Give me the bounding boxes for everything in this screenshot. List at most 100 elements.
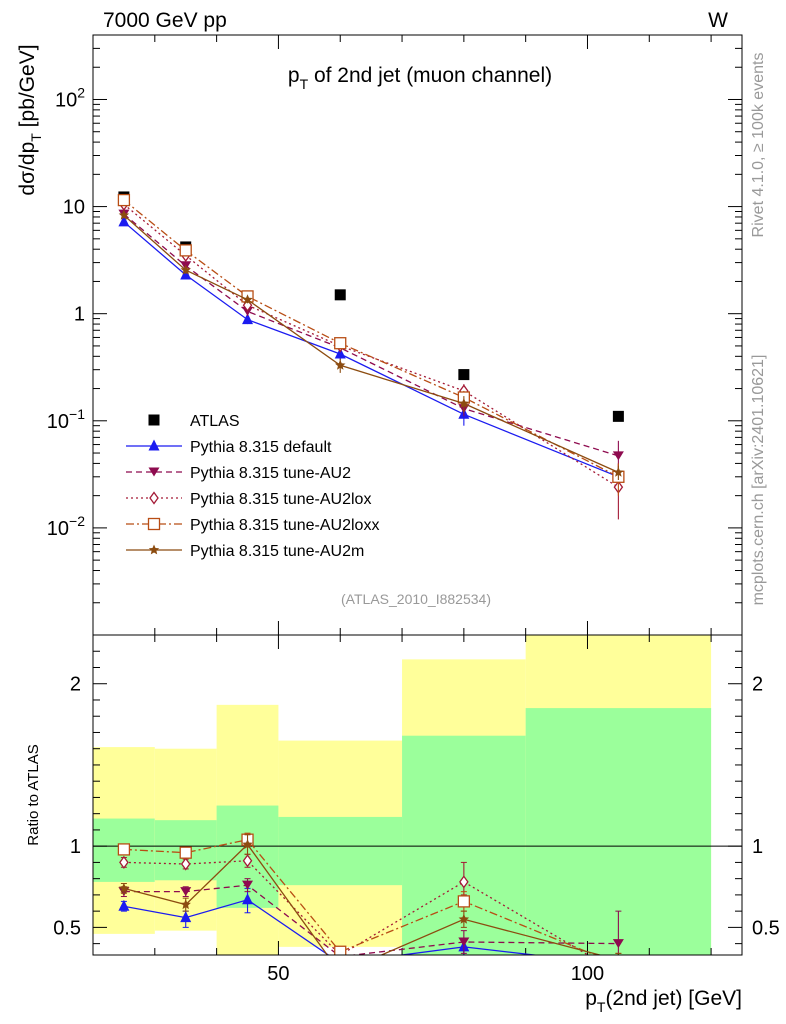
legend-item-default: Pythia 8.315 default [126, 439, 332, 456]
ratio-ytick-label-right: 2 [752, 674, 763, 696]
series-default [118, 215, 624, 484]
legend-marker [148, 544, 160, 555]
main-ytick-base: 10 [63, 197, 85, 219]
data-point [242, 313, 254, 325]
main-panel-series [117, 191, 625, 520]
data-point [334, 337, 347, 350]
title-rest: of 2nd jet (muon channel) [308, 64, 552, 87]
legend-marker [147, 517, 161, 531]
uncertainty-band-green [278, 816, 403, 886]
ratio-point [180, 911, 192, 923]
ratio-panel-series [117, 832, 624, 978]
ratio-point [458, 913, 470, 924]
main-ytick-label: 102 [55, 84, 85, 111]
rivet-watermark: Rivet 4.1.0, ≥ 100k events [750, 53, 767, 238]
ratio-point [613, 958, 624, 969]
ratio-point [242, 839, 253, 849]
ratio-point [242, 880, 254, 890]
xlabel-rest: (2nd jet) [GeV] [605, 987, 742, 1010]
series-line-AU2lox [123, 203, 619, 488]
analysis-label: (ATLAS_2010_I882534) [341, 591, 491, 607]
data-point [117, 193, 131, 207]
mcplots-watermark: mcplots.cern.ch [arXiv:2401.10621] [750, 355, 767, 606]
ratio-xtick-label: 50 [267, 963, 289, 985]
legend-marker [149, 491, 159, 505]
ratio-point [242, 854, 253, 868]
ratio-point [613, 959, 624, 970]
xlabel: pT(2nd jet) [GeV] [585, 987, 742, 1015]
ratio-point [335, 967, 346, 977]
process-label: W [708, 9, 728, 32]
legend-label: Pythia 8.315 tune-AU2loxx [190, 517, 379, 534]
ratio-point [458, 937, 470, 947]
title-sub: T [300, 76, 309, 92]
legend-marker [148, 414, 160, 426]
data-point [613, 466, 624, 477]
data-point [118, 209, 130, 220]
main-ytick-label: 10−1 [47, 406, 85, 433]
main-ytick-base: 10 [55, 89, 77, 111]
main-ytick-label: 1 [74, 304, 85, 326]
ratio-ylabel: Ratio to ATLAS [25, 744, 42, 845]
ratio-point [459, 875, 469, 889]
title-base: p [288, 64, 300, 87]
data-point [242, 294, 253, 305]
data-point [458, 369, 470, 381]
data-point [180, 264, 191, 275]
ratio-ytick-label: 1 [70, 836, 81, 858]
data-point [612, 451, 624, 461]
legend-marker [148, 439, 160, 451]
legend-label: Pythia 8.315 tune-AU2lox [190, 491, 371, 508]
legend-item-ATLAS: ATLAS [148, 413, 240, 430]
series-line-AU2m [123, 214, 619, 473]
ratio-point [334, 945, 347, 955]
ratio-point [118, 882, 130, 893]
data-point [335, 359, 346, 370]
ratio-line-AU2lox [123, 860, 590, 955]
main-ylabel: dσ/dpT [pb/GeV] [16, 44, 44, 195]
xlabel-sub: T [597, 999, 606, 1015]
main-ytick-base: 1 [74, 304, 85, 326]
ratio-line-AU2loxx [123, 838, 597, 955]
series-line-default [123, 221, 619, 478]
ylabel-sub: T [28, 133, 44, 142]
ratio-point [119, 855, 129, 870]
ratio-point [179, 846, 192, 859]
ratio-point [180, 857, 191, 871]
series-ATLAS [118, 191, 624, 422]
series-AU2m [118, 209, 624, 481]
series-AU2 [118, 209, 624, 470]
ratio-ytick-label: 2 [70, 674, 81, 696]
main-ytick-exp: −1 [69, 406, 85, 422]
ratio-point [612, 939, 624, 949]
ratio-point [242, 893, 254, 905]
legend-label: Pythia 8.315 tune-AU2 [190, 465, 351, 482]
ratio-ytick-label-right: 0.5 [752, 917, 780, 939]
ratio-series-AU2m [118, 834, 622, 977]
legend-item-AU2lox: Pythia 8.315 tune-AU2lox [126, 491, 371, 508]
ratio-line-default [123, 899, 540, 955]
ratio-point [614, 967, 622, 978]
ratio-point [335, 957, 346, 968]
data-point [334, 347, 346, 359]
main-ytick-base: 10 [47, 518, 69, 540]
data-point [180, 268, 192, 280]
legend-marker [148, 467, 160, 477]
ratio-xtick-label: 100 [571, 963, 604, 985]
legend-label: Pythia 8.315 default [190, 439, 332, 456]
ratio-point [618, 954, 619, 955]
ratio-ytick-label: 0.5 [53, 917, 81, 939]
ratio-panel-frame [92, 634, 743, 956]
ratio-point [117, 843, 131, 856]
ylabel-unit: [pb/GeV] [16, 44, 39, 133]
data-point [118, 215, 130, 227]
ratio-point [180, 899, 191, 910]
main-ytick-label: 10−2 [47, 513, 85, 540]
ratio-point [457, 895, 471, 908]
main-ytick-exp: −2 [69, 513, 85, 529]
ylabel-base: dσ/dp [16, 142, 39, 196]
legend-item-AU2m: Pythia 8.315 tune-AU2m [126, 543, 364, 560]
main-ytick-label: 10 [63, 197, 85, 219]
